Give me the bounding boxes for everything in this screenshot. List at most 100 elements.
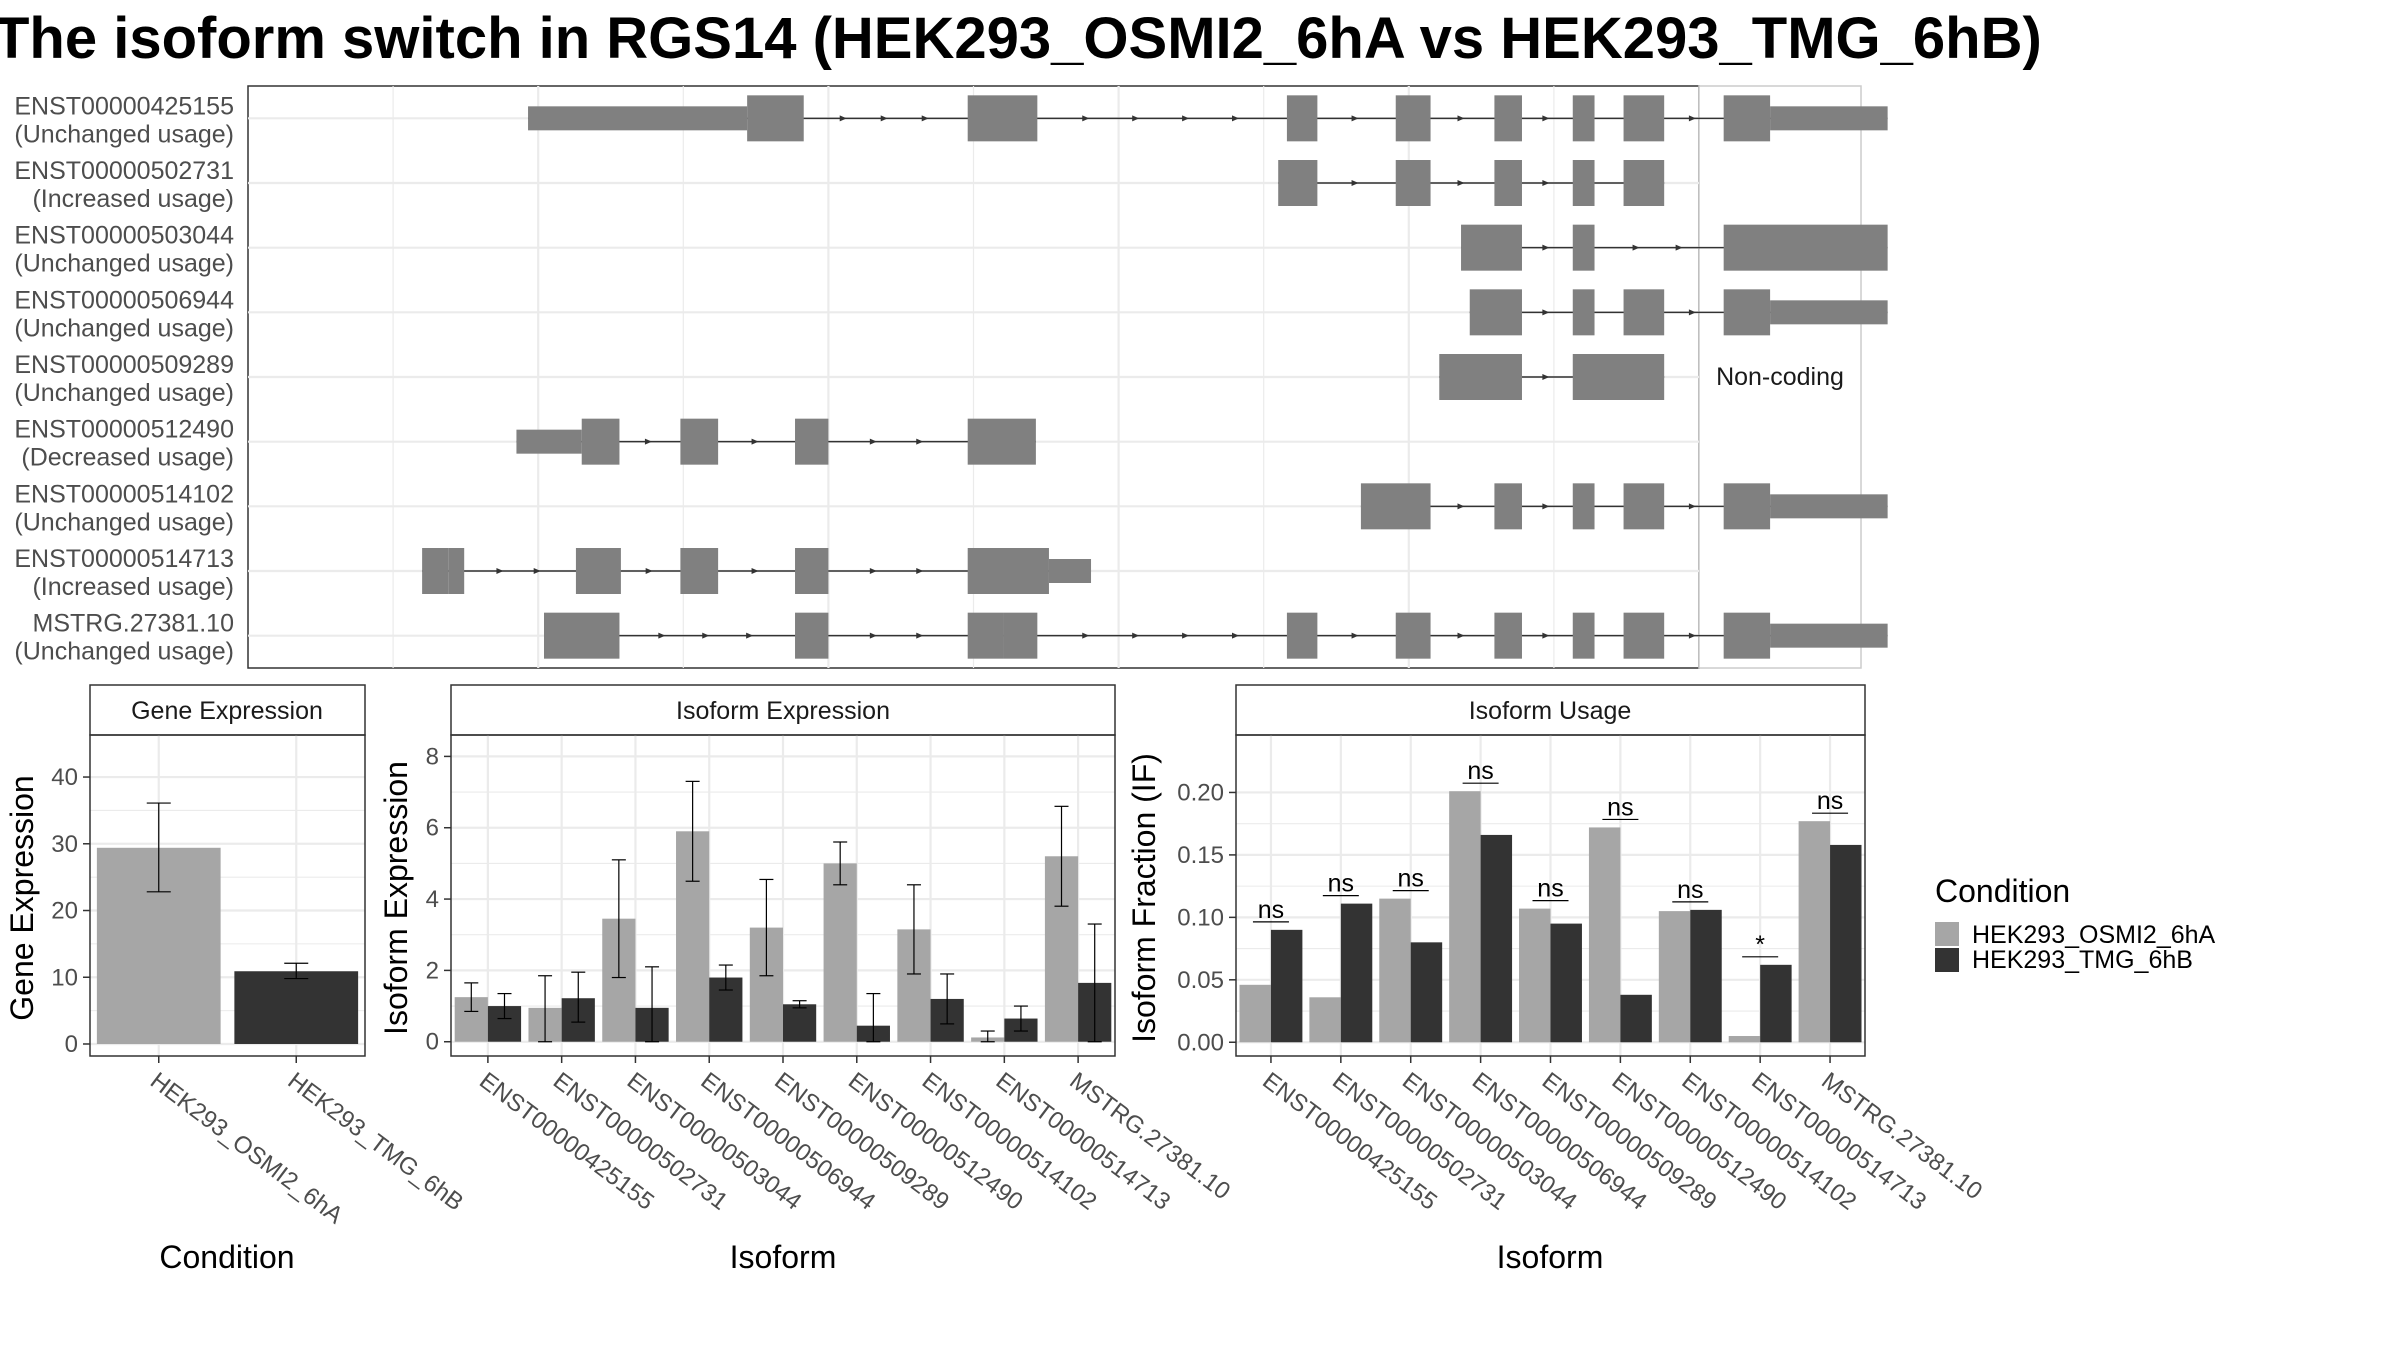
intron-direction-arrow (1632, 244, 1640, 251)
exon-block (1360, 483, 1431, 530)
exon-block (1723, 612, 1771, 659)
intron-direction-arrow (869, 568, 877, 574)
gene-expression-y-tick-label: 30 (51, 831, 78, 858)
isoform-usage-bar (1588, 827, 1621, 1043)
isoform-expression-y-tick-label: 2 (426, 957, 439, 984)
transcript-usage-label: (Unchanged usage) (14, 250, 234, 278)
isoform-usage-bar (1830, 844, 1862, 1043)
intron-direction-arrow (1688, 115, 1696, 122)
intron-direction-arrow (1542, 244, 1550, 251)
exon-block (1770, 300, 1888, 325)
isoform-usage-bar (1239, 984, 1271, 1043)
isoform-usage-significance-label: ns (1467, 757, 1493, 785)
isoform-usage-strip-label: Isoform Usage (1469, 697, 1632, 725)
legend-label-condition-a: HEK293_OSMI2_6hA (1972, 921, 2216, 949)
structure-facet-strip (1698, 85, 1862, 669)
exon-block (1395, 95, 1431, 142)
intron-direction-arrow (751, 568, 759, 574)
isoform-usage-significance-label: ns (1817, 787, 1843, 815)
exon-block (1572, 95, 1595, 142)
intron-direction-arrow (1457, 115, 1465, 122)
exon-block (680, 418, 719, 465)
exon-block (528, 106, 748, 131)
intron-direction-arrow (916, 568, 924, 574)
isoform-expression-bar (823, 863, 857, 1042)
legend-title: Condition (1935, 873, 2070, 909)
isoform-usage-y-tick-label: 0.10 (1177, 904, 1224, 931)
intron-direction-arrow (1232, 632, 1240, 639)
isoform-usage-bar (1270, 929, 1303, 1043)
exon-block (1572, 289, 1595, 336)
legend-label-condition-b: HEK293_TMG_6hB (1972, 946, 2193, 974)
gene-expression-y-tick-label: 10 (51, 964, 78, 991)
exon-block (967, 612, 1004, 659)
exon-block (967, 418, 1036, 465)
isoform-usage-significance-label: ns (1398, 865, 1424, 893)
isoform-usage-y-tick-label: 0.05 (1177, 967, 1224, 994)
exon-block (1623, 95, 1665, 142)
exon-block (544, 612, 620, 659)
exon-block (1572, 354, 1665, 400)
intron-direction-arrow (1182, 115, 1190, 122)
transcript-usage-label: (Unchanged usage) (14, 379, 234, 407)
isoform-expression-y-tick-label: 6 (426, 815, 439, 842)
intron-direction-arrow (1232, 115, 1240, 122)
exon-block (1494, 483, 1522, 530)
isoform-usage-bar (1728, 1036, 1761, 1043)
exon-block (1278, 160, 1318, 206)
legend-swatch-condition-b (1935, 948, 1959, 972)
intron-direction-arrow (1182, 632, 1190, 639)
exon-block (795, 548, 829, 594)
intron-direction-arrow (1132, 115, 1140, 122)
isoform-usage-bar (1519, 908, 1551, 1043)
isoform-usage-bar (1760, 964, 1792, 1043)
isoform-usage-significance-label: ns (1677, 876, 1703, 904)
exon-block (795, 418, 829, 465)
isoform-usage-significance-label: ns (1258, 896, 1284, 924)
transcript-id-label: ENST00000514102 (14, 480, 234, 508)
transcript-usage-label: (Unchanged usage) (14, 508, 234, 536)
intron-direction-arrow (1688, 503, 1696, 510)
exon-block (1048, 559, 1092, 583)
intron-direction-arrow (751, 438, 759, 445)
intron-direction-arrow (921, 115, 929, 122)
exon-block (1723, 289, 1771, 336)
isoform-usage-panel: Isoform Usage Isoform Isoform Fraction (… (1126, 684, 1987, 1275)
transcript-usage-label: (Decreased usage) (21, 444, 234, 472)
isoform-usage-significance-label: * (1755, 931, 1765, 959)
isoform-usage-bar (1410, 942, 1443, 1043)
intron-direction-arrow (1688, 309, 1696, 316)
intron-direction-arrow (658, 632, 666, 639)
isoform-usage-bar (1449, 791, 1481, 1043)
exon-block (575, 548, 621, 594)
isoform-usage-significance-label: ns (1537, 875, 1563, 903)
exon-block (1770, 623, 1888, 648)
isoform-usage-bar (1798, 821, 1831, 1043)
exon-block (1439, 354, 1522, 400)
exon-block (1494, 160, 1522, 206)
isoform-usage-y-tick-label: 0.15 (1177, 842, 1224, 869)
exon-block (1494, 612, 1522, 659)
exon-block (1623, 612, 1665, 659)
isoform-expression-strip (450, 684, 1116, 736)
transcript-usage-label: (Unchanged usage) (14, 314, 234, 342)
isoform-usage-bar (1620, 994, 1652, 1043)
exon-block (1572, 160, 1595, 206)
intron-direction-arrow (1457, 503, 1465, 510)
isoform-expression-strip-label: Isoform Expression (676, 697, 890, 725)
exon-block (1286, 612, 1318, 659)
exon-block (1723, 95, 1771, 142)
gene-expression-panel-border (89, 734, 366, 1057)
isoform-usage-bar (1309, 997, 1341, 1043)
figure-title: The isoform switch in RGS14 (HEK293_OSMI… (0, 6, 2042, 71)
intron-direction-arrow (1457, 180, 1465, 186)
isoform-usage-bar (1658, 911, 1691, 1043)
exon-block (747, 95, 804, 142)
isoform-usage-x-title: Isoform (1497, 1239, 1604, 1275)
exon-block (680, 548, 719, 594)
exon-block (1286, 95, 1318, 142)
isoform-usage-significance-label: ns (1328, 870, 1354, 898)
isoform-usage-panel-border (1235, 734, 1866, 1057)
intron-direction-arrow (1542, 503, 1550, 510)
